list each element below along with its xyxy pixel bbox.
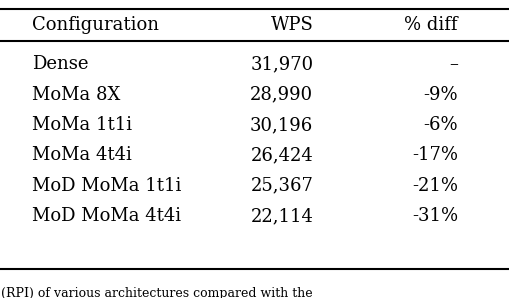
Text: Dense: Dense — [32, 55, 88, 73]
Text: MoMa 8X: MoMa 8X — [32, 86, 120, 104]
Text: 30,196: 30,196 — [249, 116, 313, 134]
Text: (RPI) of various architectures compared with the: (RPI) of various architectures compared … — [2, 287, 313, 298]
Text: MoMa 4t4i: MoMa 4t4i — [32, 146, 131, 164]
Text: 26,424: 26,424 — [250, 146, 313, 164]
Text: -6%: -6% — [422, 116, 457, 134]
Text: -31%: -31% — [411, 207, 457, 225]
Text: WPS: WPS — [270, 15, 313, 33]
Text: Configuration: Configuration — [32, 15, 158, 33]
Text: -21%: -21% — [411, 177, 457, 195]
Text: % diff: % diff — [404, 15, 457, 33]
Text: MoMa 1t1i: MoMa 1t1i — [32, 116, 132, 134]
Text: 31,970: 31,970 — [250, 55, 313, 73]
Text: –: – — [448, 55, 457, 73]
Text: 28,990: 28,990 — [250, 86, 313, 104]
Text: MoD MoMa 4t4i: MoD MoMa 4t4i — [32, 207, 181, 225]
Text: 22,114: 22,114 — [250, 207, 313, 225]
Text: -9%: -9% — [422, 86, 457, 104]
Text: -17%: -17% — [411, 146, 457, 164]
Text: 25,367: 25,367 — [250, 177, 313, 195]
Text: MoD MoMa 1t1i: MoD MoMa 1t1i — [32, 177, 181, 195]
